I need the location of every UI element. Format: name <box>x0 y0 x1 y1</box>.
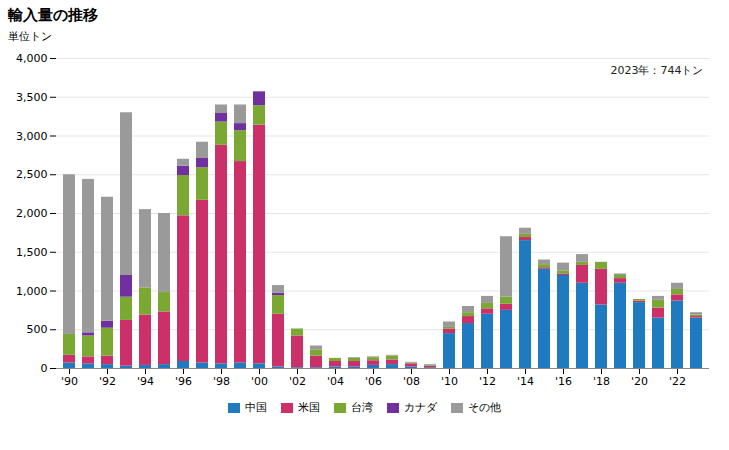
svg-text:'90: '90 <box>61 375 78 388</box>
svg-text:'04: '04 <box>327 375 344 388</box>
svg-text:'98: '98 <box>213 375 230 388</box>
svg-text:1,500: 1,500 <box>16 246 48 259</box>
svg-text:'14: '14 <box>517 375 534 388</box>
html-text:カナダ: カナダ <box>404 401 437 414</box>
svg-text:'06: '06 <box>365 375 382 388</box>
svg-text:'16: '16 <box>555 375 572 388</box>
svg-text:2,000: 2,000 <box>16 207 48 220</box>
svg-text:2,500: 2,500 <box>16 168 48 181</box>
svg-text:3,000: 3,000 <box>16 130 48 143</box>
html-text:単位トン: 単位トン <box>8 30 52 43</box>
html-text:その他: その他 <box>468 401 501 414</box>
svg-text:0: 0 <box>41 362 48 375</box>
svg-text:4,000: 4,000 <box>16 52 48 65</box>
svg-text:'20: '20 <box>631 375 648 388</box>
svg-text:'94: '94 <box>137 375 154 388</box>
html-text:米国: 米国 <box>298 401 320 414</box>
svg-text:'22: '22 <box>669 375 686 388</box>
svg-text:1,000: 1,000 <box>16 285 48 298</box>
html-text:輸入量の推移: 輸入量の推移 <box>8 6 98 24</box>
svg-text:'12: '12 <box>479 375 496 388</box>
svg-text:3,500: 3,500 <box>16 91 48 104</box>
svg-text:'08: '08 <box>403 375 420 388</box>
svg-text:2023年：744トン: 2023年：744トン <box>611 64 704 77</box>
svg-text:'92: '92 <box>99 375 116 388</box>
svg-text:'02: '02 <box>289 375 306 388</box>
html-text:台湾: 台湾 <box>351 401 373 414</box>
html-text:中国: 中国 <box>245 401 267 414</box>
svg-text:'00: '00 <box>251 375 268 388</box>
svg-text:500: 500 <box>27 323 48 336</box>
svg-text:'96: '96 <box>175 375 192 388</box>
svg-text:'18: '18 <box>593 375 610 388</box>
svg-text:'10: '10 <box>441 375 458 388</box>
